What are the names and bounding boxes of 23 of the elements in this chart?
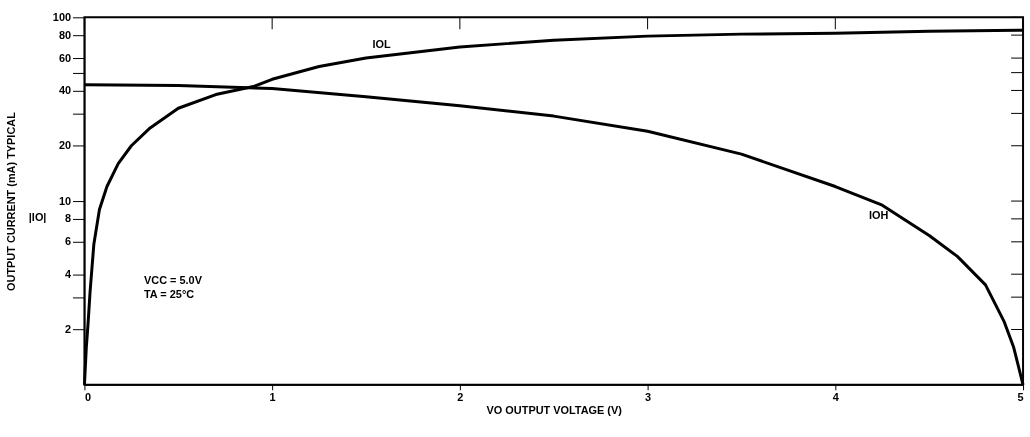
- y-tick-label: 8: [64, 212, 72, 225]
- y-tick-label: 10: [58, 194, 72, 207]
- y-tick-label: 80: [58, 28, 72, 41]
- y-tick-label: 6: [64, 235, 72, 248]
- x-tick-label: 4: [832, 391, 839, 404]
- annotation: IOH: [869, 208, 889, 221]
- x-tick-label: 2: [457, 391, 464, 404]
- y-tick-label: 40: [58, 83, 72, 96]
- x-tick-label: 1: [269, 391, 276, 404]
- y-tick-label: 4: [64, 267, 72, 280]
- y-axis-title: OUTPUT CURRENT (mA) TYPICAL: [5, 111, 18, 291]
- y-tick-label: 2: [64, 322, 72, 335]
- annotation: IOL: [372, 38, 391, 51]
- annotation: TA = 25°C: [144, 288, 195, 301]
- annotation: VCC = 5.0V: [144, 273, 203, 286]
- x-tick-label: 3: [645, 391, 652, 404]
- x-tick-label: 0: [84, 391, 91, 404]
- x-axis-title: VO OUTPUT VOLTAGE (V): [486, 404, 623, 417]
- y-tick-label: 60: [58, 51, 72, 64]
- text: |IO|: [28, 210, 47, 223]
- y-tick-label: 20: [58, 139, 72, 152]
- y-tick-label: 100: [52, 10, 72, 23]
- x-tick-label: 5: [1017, 391, 1024, 404]
